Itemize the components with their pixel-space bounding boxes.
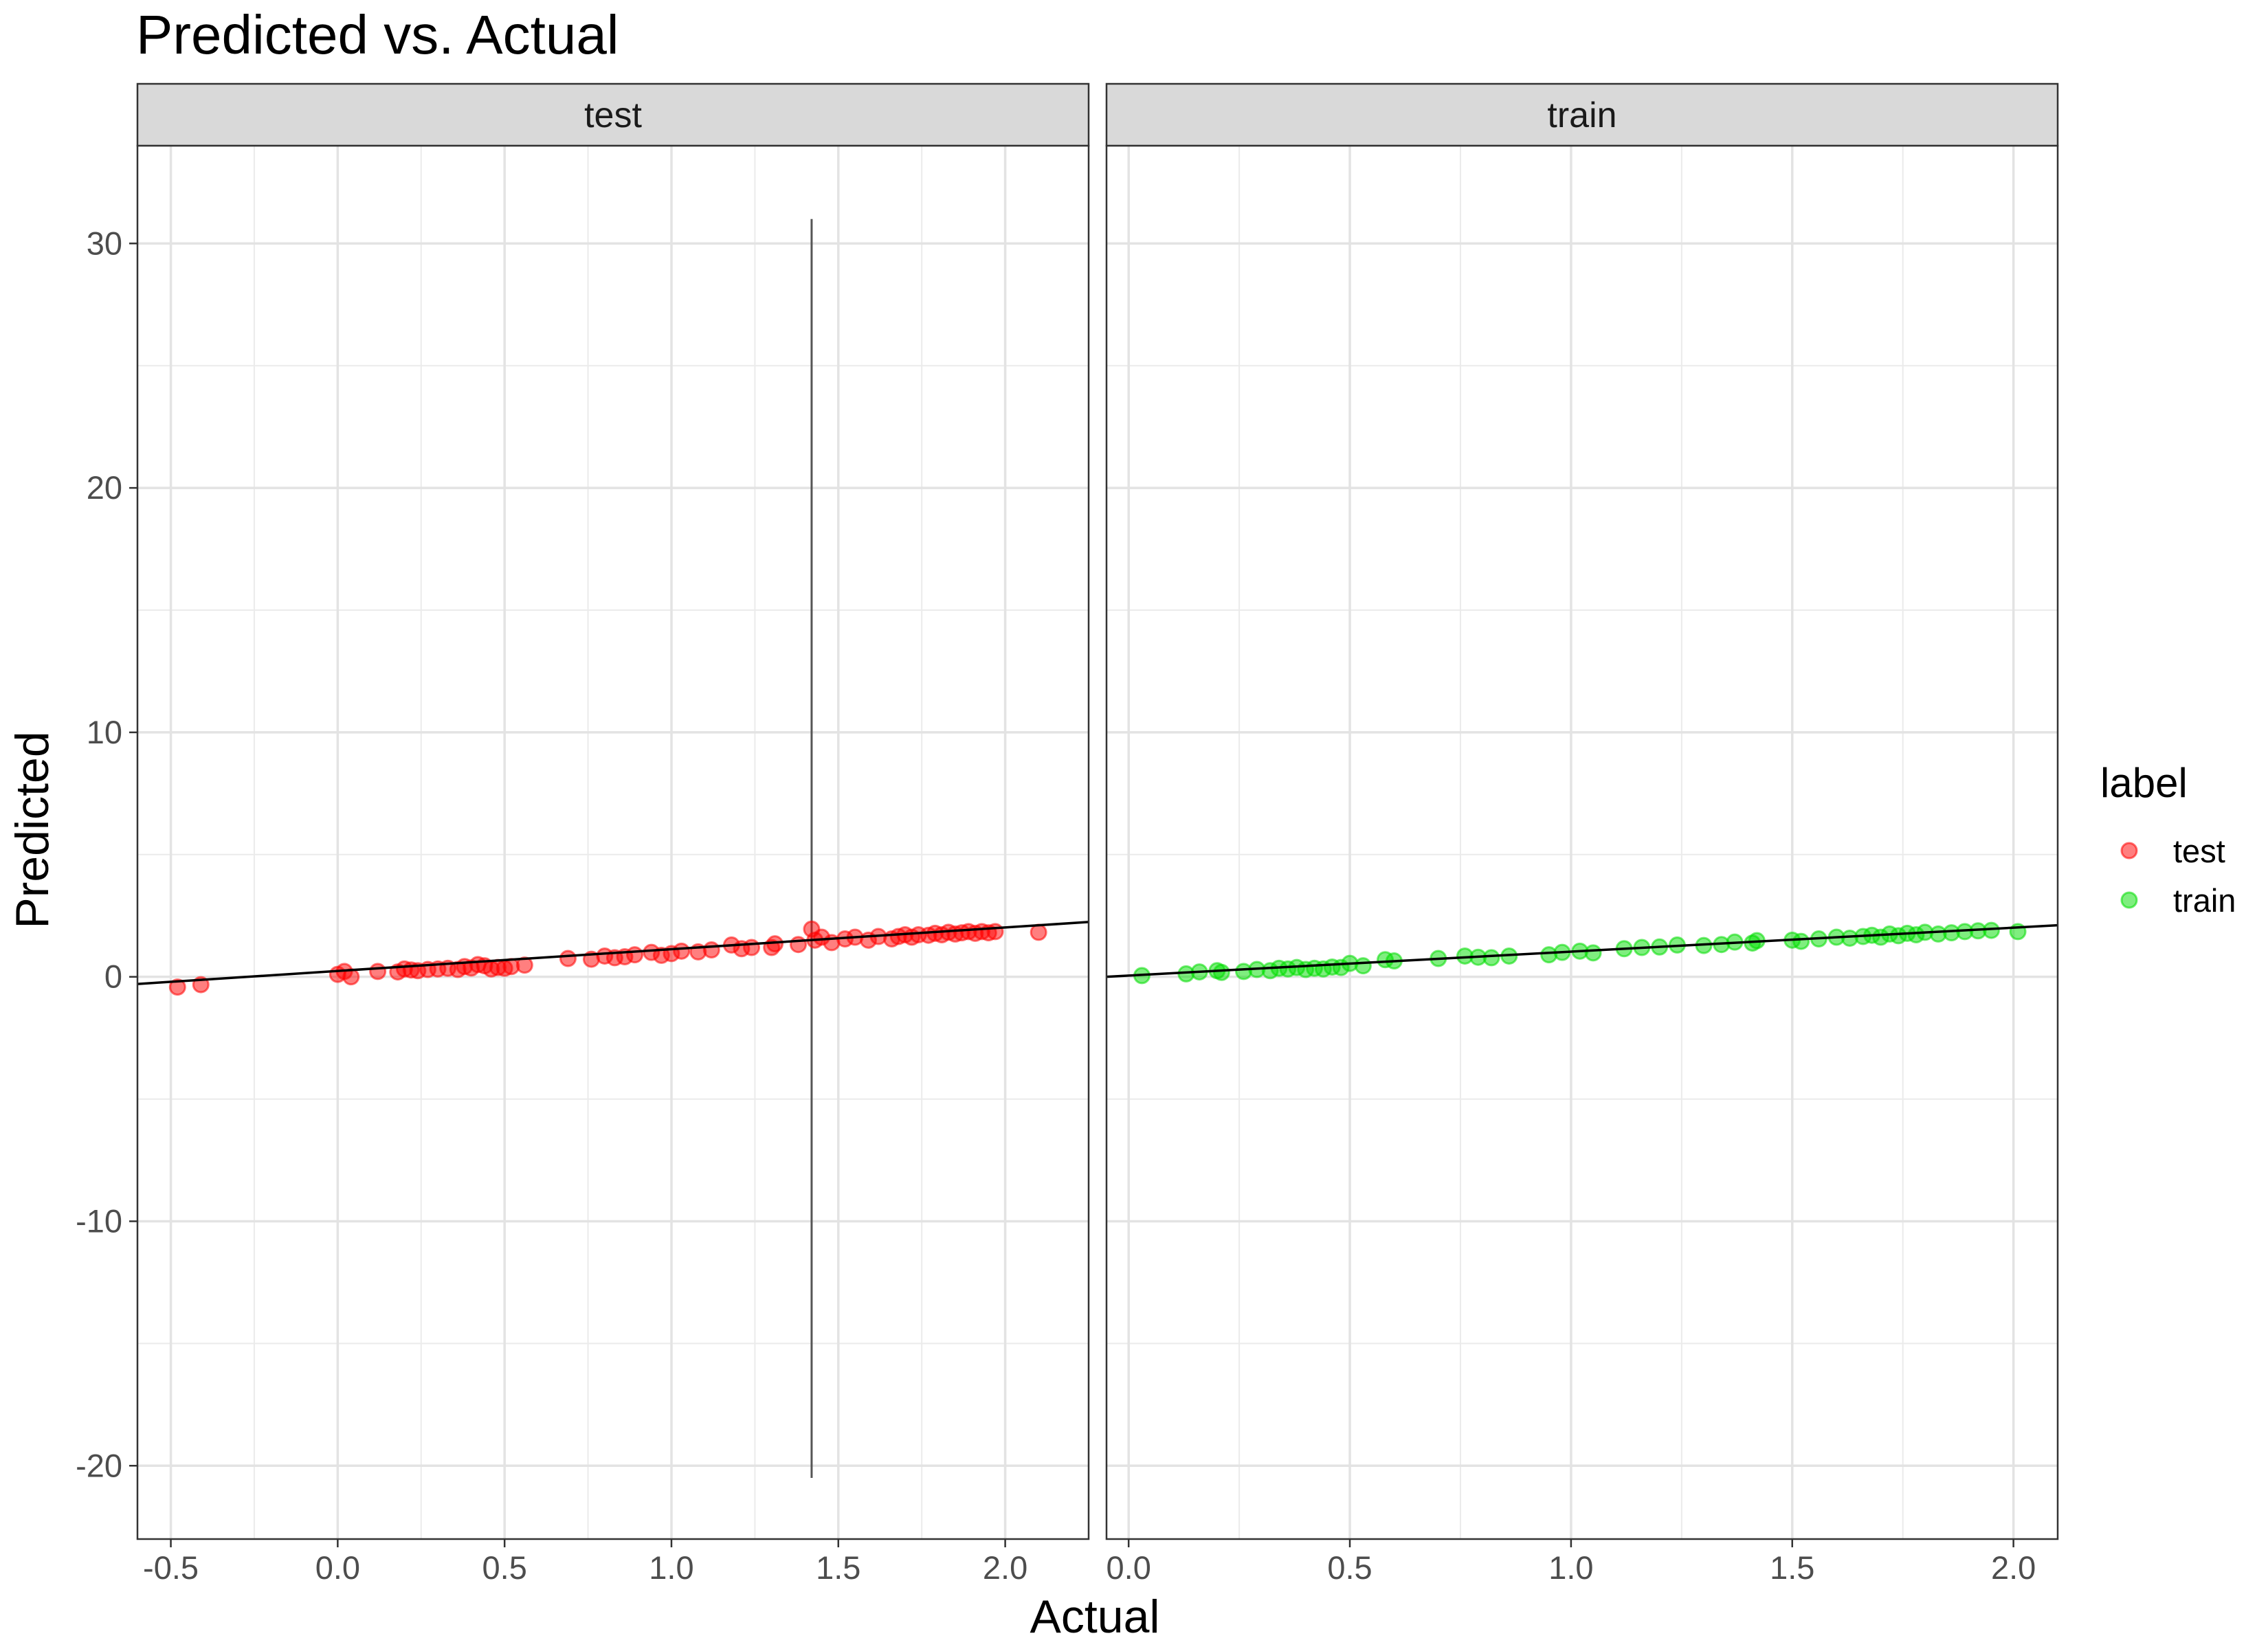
data-point [168, 978, 186, 996]
x-tick-label: 2.0 [1991, 1549, 2036, 1586]
data-point [1212, 963, 1230, 981]
legend-key-train [2120, 891, 2138, 909]
data-point [1792, 932, 1810, 950]
x-tick-label: 0.5 [1327, 1549, 1372, 1586]
data-point [626, 946, 644, 964]
x-tick-label: 1.0 [649, 1549, 693, 1586]
data-point [1354, 957, 1372, 975]
y-tick-label: -20 [76, 1447, 122, 1483]
x-axis-title: Actual [1030, 1591, 1160, 1643]
data-layer [1107, 921, 2058, 985]
facet-panels: test -0.5 0.0 0.5 1.0 1.5 2.0 30 20 10 0 -10 -20 trai… [76, 82, 2059, 1586]
data-point [702, 941, 720, 959]
y-tick-label: -10 [76, 1202, 122, 1239]
facet-panel-train: train 0.0 0.5 1.0 1.5 2.0 [1105, 82, 2059, 1586]
legend-label-train: train [2173, 882, 2236, 919]
data-layer [137, 218, 1089, 1479]
x-tick-label: 1.5 [1770, 1549, 1814, 1586]
data-point [1584, 944, 1602, 962]
facet-panel-test: test -0.5 0.0 0.5 1.0 1.5 2.0 30 20 10 0 -10 -20 [76, 82, 1090, 1586]
x-tick-label: 0.0 [315, 1549, 360, 1586]
strip-background [136, 82, 1090, 147]
y-tick-label: 30 [87, 225, 122, 261]
data-point [986, 923, 1004, 941]
x-tick-label: -0.5 [143, 1549, 199, 1586]
x-tick-label: 2.0 [983, 1549, 1027, 1586]
fit-line [137, 921, 1089, 985]
legend: label test train [2100, 760, 2236, 919]
y-tick-label: 10 [87, 714, 122, 750]
y-axis-title: Predicted [6, 731, 58, 928]
x-tick-label: 0.5 [482, 1549, 527, 1586]
panel-background [137, 146, 1089, 1539]
legend-label-test: test [2173, 833, 2225, 869]
data-point [559, 950, 577, 967]
data-point [1482, 949, 1500, 967]
data-point [673, 942, 691, 960]
legend-title: label [2100, 760, 2188, 806]
y-tick-label: 0 [104, 958, 122, 995]
chart-title: Predicted vs. Actual [136, 4, 619, 65]
fit-line [1107, 923, 2058, 978]
strip-label-train: train [1547, 96, 1616, 135]
data-point [1030, 923, 1047, 941]
data-point [369, 963, 387, 980]
data-point [743, 939, 761, 956]
legend-key-test [2120, 842, 2138, 860]
data-point [1982, 921, 2000, 939]
panel-background [1107, 146, 2058, 1539]
x-tick-label: 1.0 [1548, 1549, 1593, 1586]
x-tick-label: 1.5 [816, 1549, 860, 1586]
data-point [790, 936, 808, 954]
y-tick-label: 20 [87, 469, 122, 506]
x-tick-label: 0.0 [1107, 1549, 1151, 1586]
strip-label-test: test [584, 96, 642, 135]
strip-background [1105, 82, 2059, 147]
data-point [515, 956, 533, 974]
